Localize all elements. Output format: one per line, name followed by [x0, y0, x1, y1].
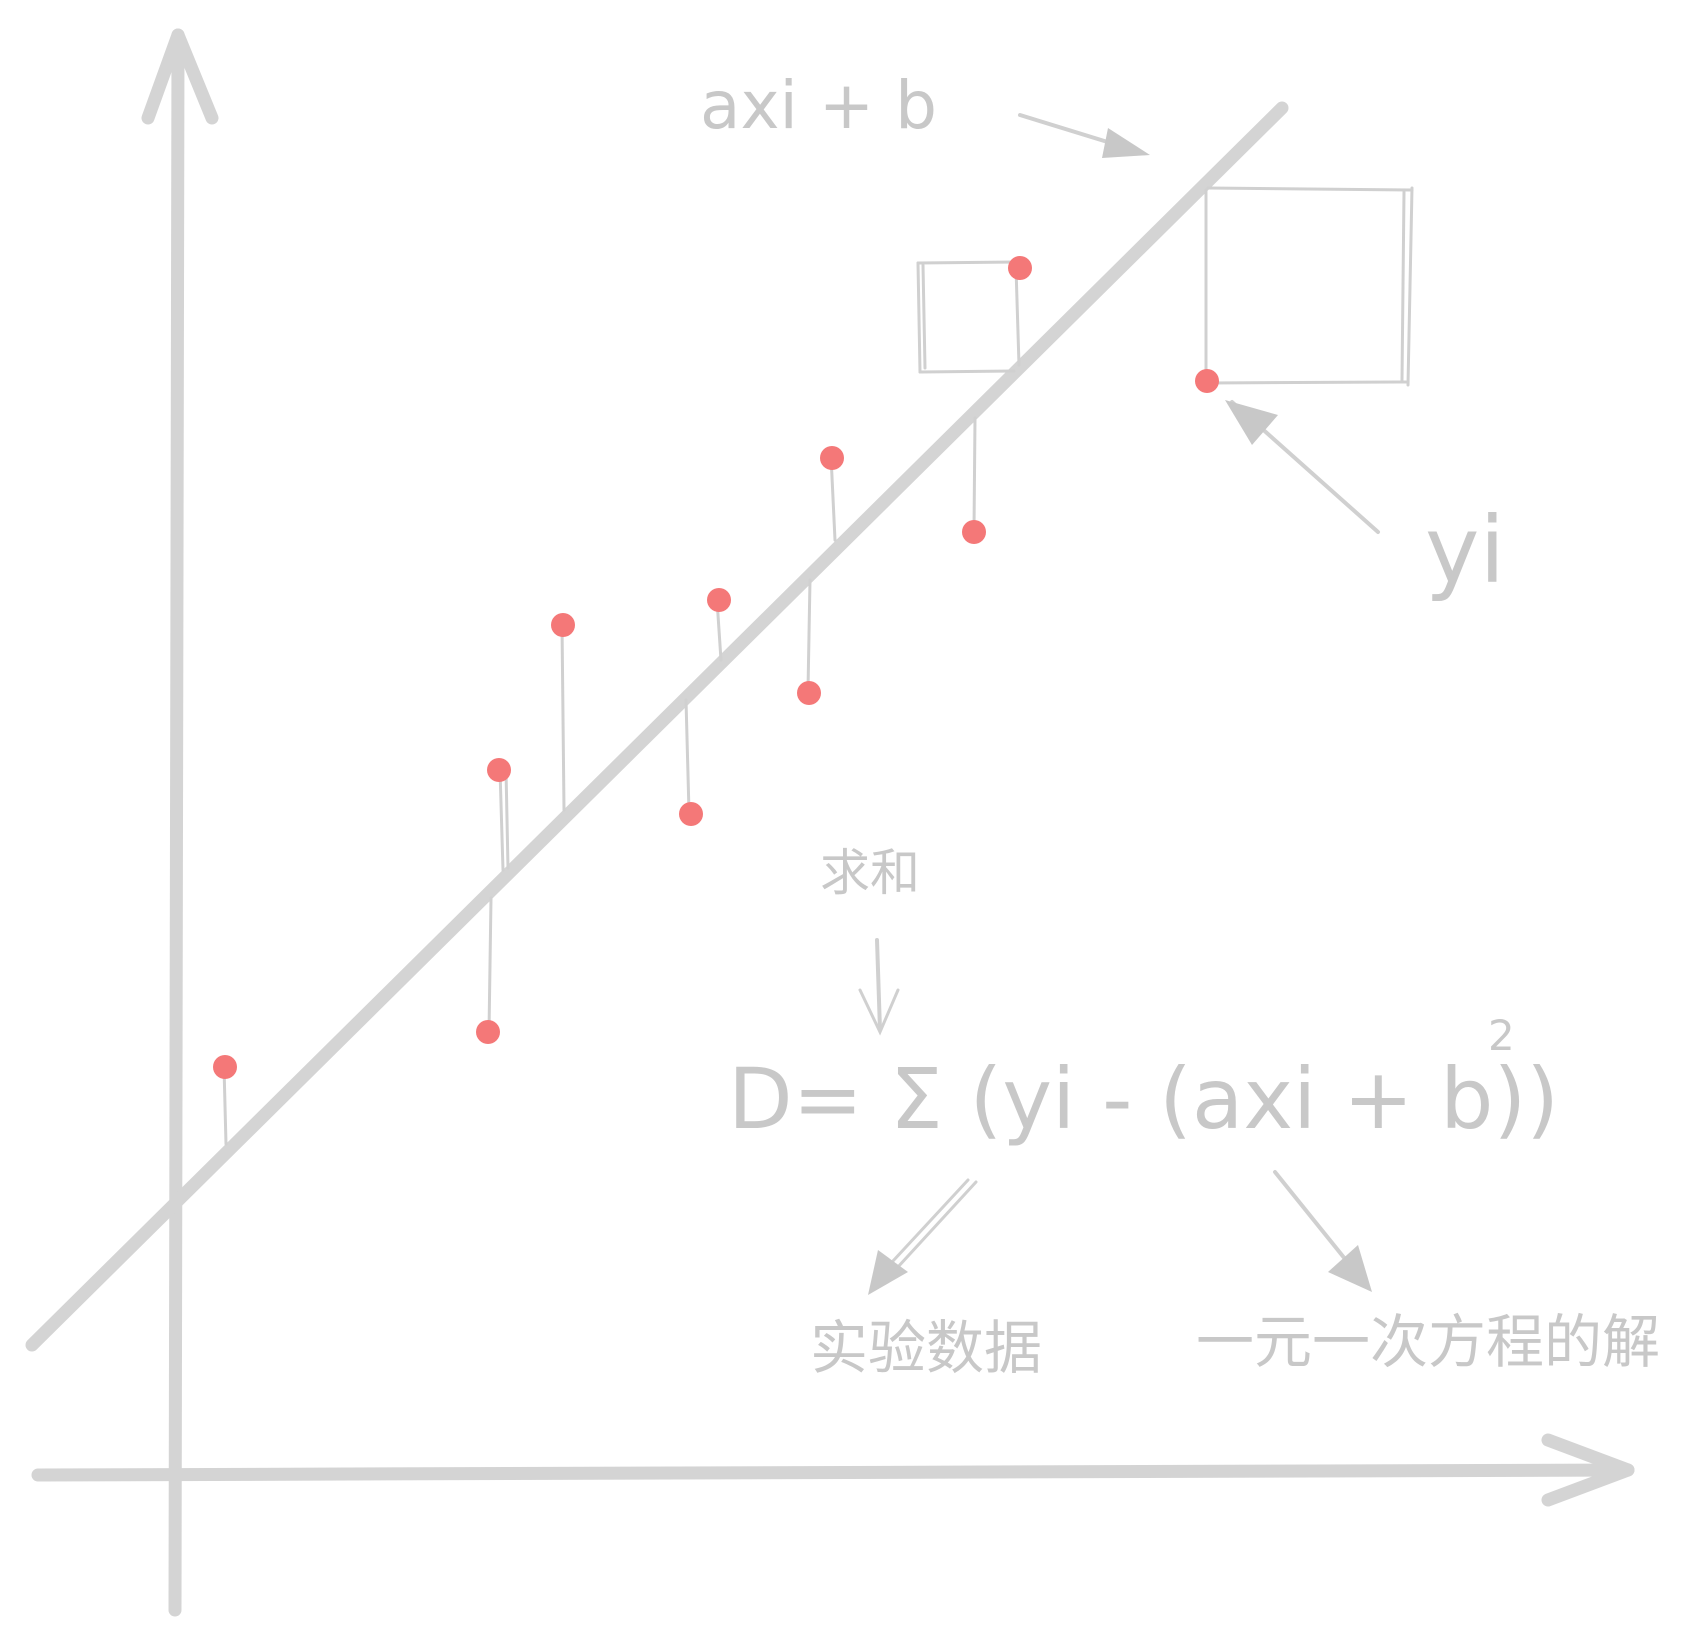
error-square-small	[916, 260, 1024, 374]
residual-8	[829, 454, 837, 542]
data-point	[476, 1020, 500, 1044]
data-point	[487, 758, 511, 782]
error-square-large	[1206, 186, 1414, 387]
sum-arrow	[858, 938, 900, 1036]
residual-3	[487, 896, 493, 1034]
x-axis	[31, 1433, 1635, 1507]
residual-lines	[222, 188, 1208, 1146]
formula: D= Σ (yi - (axi + b))	[728, 1050, 1559, 1148]
residual-5	[684, 698, 691, 814]
sum-label: 求和	[820, 844, 920, 902]
point-label-arrow	[1225, 400, 1380, 534]
exp-data-arrow	[868, 1178, 978, 1295]
residual-1	[222, 1065, 228, 1146]
data-point	[707, 588, 731, 612]
residual-7	[806, 578, 812, 692]
exp-data-label: 实验数据	[810, 1314, 1042, 1382]
data-points	[213, 256, 1219, 1079]
regression-line	[25, 101, 1289, 1352]
data-point	[1008, 256, 1032, 280]
data-point	[797, 681, 821, 705]
data-point	[962, 520, 986, 544]
formula-exponent: 2	[1488, 1011, 1515, 1060]
residual-10	[1014, 266, 1021, 367]
solution-arrow	[1273, 1170, 1372, 1292]
data-point	[679, 802, 703, 826]
residual-9	[972, 416, 977, 532]
residual-4	[560, 622, 566, 812]
residual-2	[498, 768, 505, 872]
data-point	[551, 613, 575, 637]
residual-2b	[504, 768, 510, 870]
point-label: yi	[1425, 497, 1505, 604]
data-point	[213, 1055, 237, 1079]
y-axis	[141, 28, 219, 1617]
data-point	[820, 446, 844, 470]
line-label: axi + b	[700, 67, 937, 144]
data-point	[1195, 369, 1219, 393]
solution-label: 一元一次方程的解	[1196, 1308, 1660, 1376]
line-label-arrow	[1018, 113, 1150, 158]
